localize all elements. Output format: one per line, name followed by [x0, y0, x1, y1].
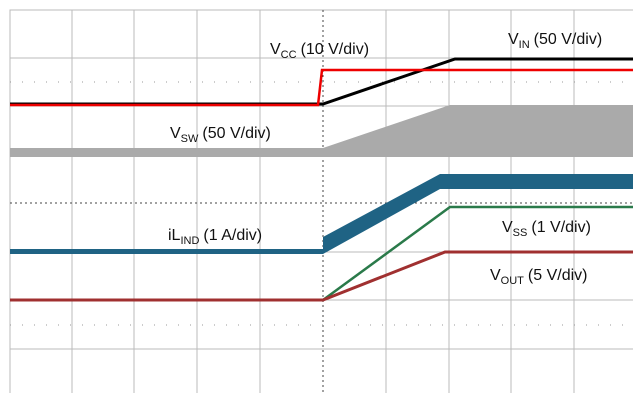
vout-trace — [10, 250, 633, 302]
trace-label: VIN (50 V/div) — [508, 31, 602, 51]
label-symbol: V — [490, 267, 501, 284]
label-symbol: V — [170, 125, 181, 142]
label-scale: (50 V/div) — [202, 125, 270, 142]
label-symbol: V — [508, 31, 519, 48]
label-scale: (5 V/div) — [528, 267, 588, 284]
label-symbol: iL — [168, 227, 181, 244]
trace-label: VSW (50 V/div) — [170, 125, 271, 145]
label-symbol: V — [502, 219, 513, 236]
grid — [9, 9, 633, 393]
trace-label: VCC (10 V/div) — [270, 41, 369, 61]
il-trace — [10, 174, 633, 254]
label-sub: SS — [513, 227, 528, 239]
label-scale: (10 V/div) — [301, 41, 369, 58]
label-symbol: V — [270, 41, 281, 58]
label-scale: (1 V/div) — [531, 219, 591, 236]
trace-label: VSS (1 V/div) — [502, 219, 591, 239]
label-sub: CC — [281, 49, 297, 61]
vsw-trace — [10, 105, 633, 157]
label-sub: IND — [180, 235, 199, 247]
label-sub: OUT — [501, 275, 525, 287]
label-scale: (1 A/div) — [203, 227, 262, 244]
trace-label: iLIND (1 A/div) — [168, 227, 262, 247]
trace-label: VOUT (5 V/div) — [490, 267, 587, 287]
traces — [10, 57, 633, 302]
vcc-trace — [10, 68, 633, 107]
label-scale: (50 V/div) — [534, 31, 602, 48]
label-sub: SW — [181, 133, 199, 145]
label-sub: IN — [519, 39, 530, 51]
labels: VCC (10 V/div)VIN (50 V/div)VSW (50 V/div)i… — [168, 31, 602, 287]
